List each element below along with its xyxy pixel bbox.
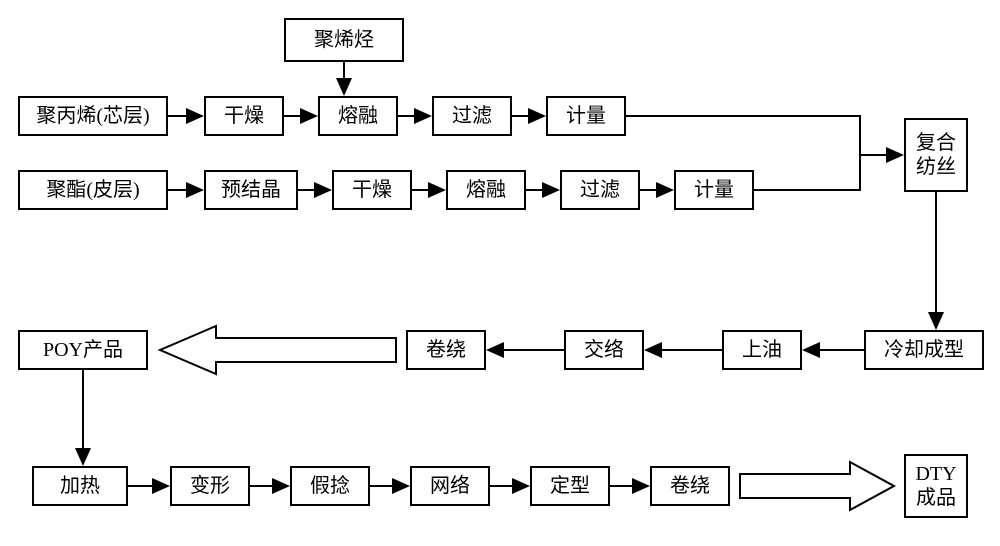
node-filter-b: 过滤 [560, 170, 640, 210]
node-meter-a: 计量 [546, 96, 626, 136]
node-polyolefin: 聚烯烃 [284, 18, 404, 62]
node-pp-core: 聚丙烯(芯层) [18, 96, 168, 136]
node-melt-a: 熔融 [318, 96, 398, 136]
node-oil: 上油 [722, 330, 802, 370]
node-setting: 定型 [530, 466, 610, 506]
node-wind-1: 卷绕 [406, 330, 486, 370]
node-pet-skin: 聚酯(皮层) [18, 170, 168, 210]
node-deform: 变形 [170, 466, 250, 506]
node-poy-product: POY产品 [18, 330, 148, 370]
node-cool-form: 冷却成型 [864, 330, 984, 370]
node-meter-b: 计量 [674, 170, 754, 210]
node-heat: 加热 [32, 466, 128, 506]
node-filter-a: 过滤 [432, 96, 512, 136]
flow-arrows [0, 0, 1000, 546]
node-dty-product: DTY 成品 [904, 454, 968, 518]
node-melt-b: 熔融 [446, 170, 526, 210]
node-compound-spin: 复合 纺丝 [904, 118, 968, 192]
node-wind-2: 卷绕 [650, 466, 730, 506]
node-dry-b: 干燥 [332, 170, 412, 210]
node-false-twist: 假捻 [290, 466, 370, 506]
node-interlace: 交络 [564, 330, 644, 370]
node-precrystal: 预结晶 [204, 170, 298, 210]
node-dry-a: 干燥 [204, 96, 284, 136]
node-network: 网络 [410, 466, 490, 506]
